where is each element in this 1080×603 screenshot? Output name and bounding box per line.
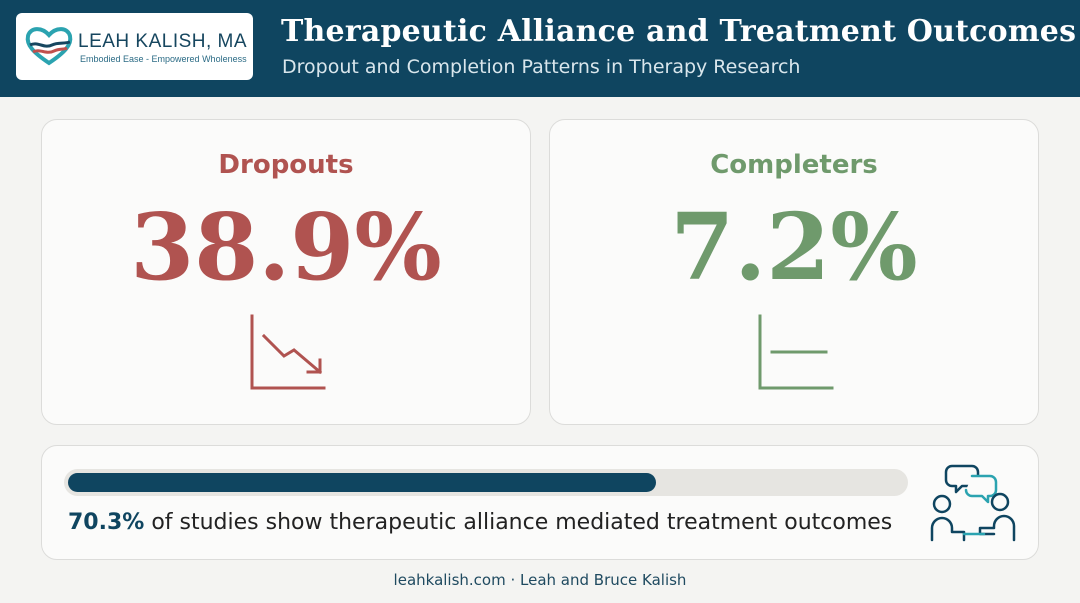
alliance-statement: 70.3% of studies show therapeutic allian…	[68, 510, 892, 535]
completers-card: Completers 7.2%	[549, 119, 1039, 425]
completers-label: Completers	[710, 150, 878, 180]
page-subtitle: Dropout and Completion Patterns in Thera…	[282, 56, 801, 78]
footer: leahkalish.com · Leah and Bruce Kalish	[393, 571, 687, 589]
logo: LEAH KALISH, MA Embodied Ease - Empowere…	[16, 13, 253, 80]
logo-tagline: Embodied Ease - Empowered Wholeness	[80, 54, 247, 64]
dropouts-value: 38.9%	[130, 193, 442, 301]
dropouts-card: Dropouts 38.9%	[41, 119, 531, 425]
therapy-conversation-icon	[930, 464, 1016, 542]
page-title: Therapeutic Alliance and Treatment Outco…	[281, 14, 1077, 49]
alliance-text: of studies show therapeutic alliance med…	[144, 510, 893, 535]
alliance-progress-bar	[64, 469, 908, 496]
logo-name: LEAH KALISH, MA	[78, 31, 248, 52]
header-banner: LEAH KALISH, MA Embodied Ease - Empowere…	[0, 0, 1080, 97]
dropouts-label: Dropouts	[218, 150, 354, 180]
alliance-card: 70.3% of studies show therapeutic allian…	[41, 445, 1039, 560]
alliance-progress-fill	[68, 473, 656, 492]
trend-flat-icon	[758, 314, 834, 390]
completers-value: 7.2%	[670, 193, 918, 301]
heart-logo-icon	[25, 27, 73, 66]
alliance-percent: 70.3%	[68, 510, 145, 535]
trend-down-icon	[250, 314, 326, 390]
